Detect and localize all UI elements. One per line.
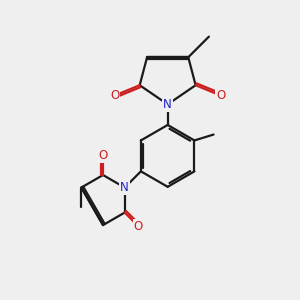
Text: O: O bbox=[98, 149, 108, 162]
Text: N: N bbox=[163, 98, 172, 111]
Text: O: O bbox=[110, 89, 119, 102]
Text: N: N bbox=[120, 181, 129, 194]
Text: O: O bbox=[134, 220, 143, 232]
Text: O: O bbox=[216, 89, 225, 102]
